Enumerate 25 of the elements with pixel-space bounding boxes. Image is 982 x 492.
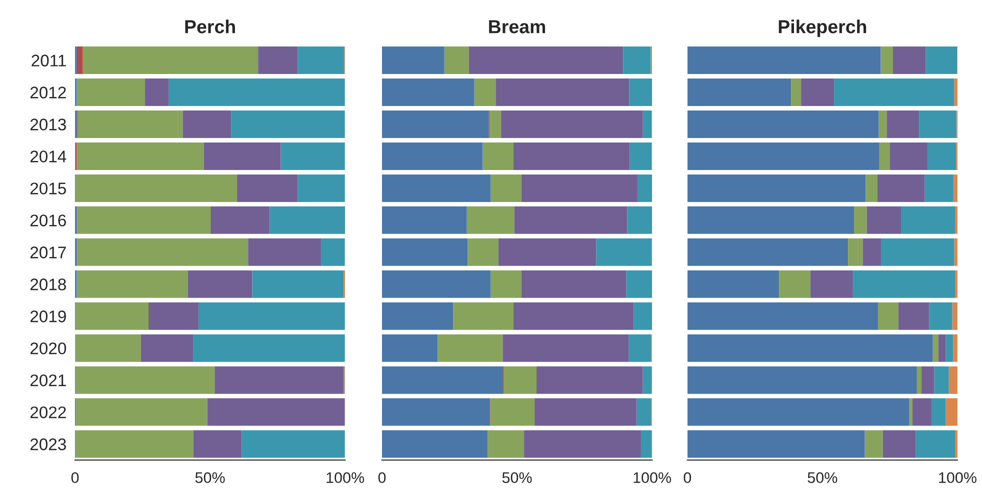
y-tick-label: 2023 bbox=[30, 438, 66, 450]
chart-title: Perch bbox=[185, 20, 235, 34]
x-tick-label: 50% bbox=[502, 472, 532, 484]
y-tick-label: 2017 bbox=[30, 246, 66, 258]
y-tick-label: 2011 bbox=[32, 54, 66, 66]
y-tick-label: 2020 bbox=[30, 342, 66, 354]
x-tick-label: 0 bbox=[71, 472, 79, 484]
y-tick-label: 2022 bbox=[30, 406, 66, 418]
y-tick-label: 2014 bbox=[30, 150, 66, 162]
x-tick-label: 100% bbox=[326, 472, 364, 484]
x-tick-label: 0 bbox=[378, 472, 386, 484]
x-tick-label: 100% bbox=[939, 472, 976, 484]
x-tick-label: 0 bbox=[684, 472, 692, 484]
chart-title: Bream bbox=[489, 20, 546, 34]
y-tick-label: 2016 bbox=[30, 214, 66, 226]
y-tick-label: 2018 bbox=[30, 278, 66, 290]
y-tick-label: 2013 bbox=[30, 118, 66, 130]
x-tick-label: 50% bbox=[808, 472, 838, 484]
y-tick-label: 2021 bbox=[30, 374, 66, 386]
x-tick-label: 50% bbox=[195, 472, 225, 484]
y-tick-label: 2012 bbox=[30, 86, 66, 98]
y-tick-label: 2019 bbox=[30, 310, 66, 322]
x-tick-label: 100% bbox=[634, 472, 672, 484]
chart-title: Pikeperch bbox=[778, 20, 866, 38]
y-tick-label: 2015 bbox=[30, 182, 66, 194]
